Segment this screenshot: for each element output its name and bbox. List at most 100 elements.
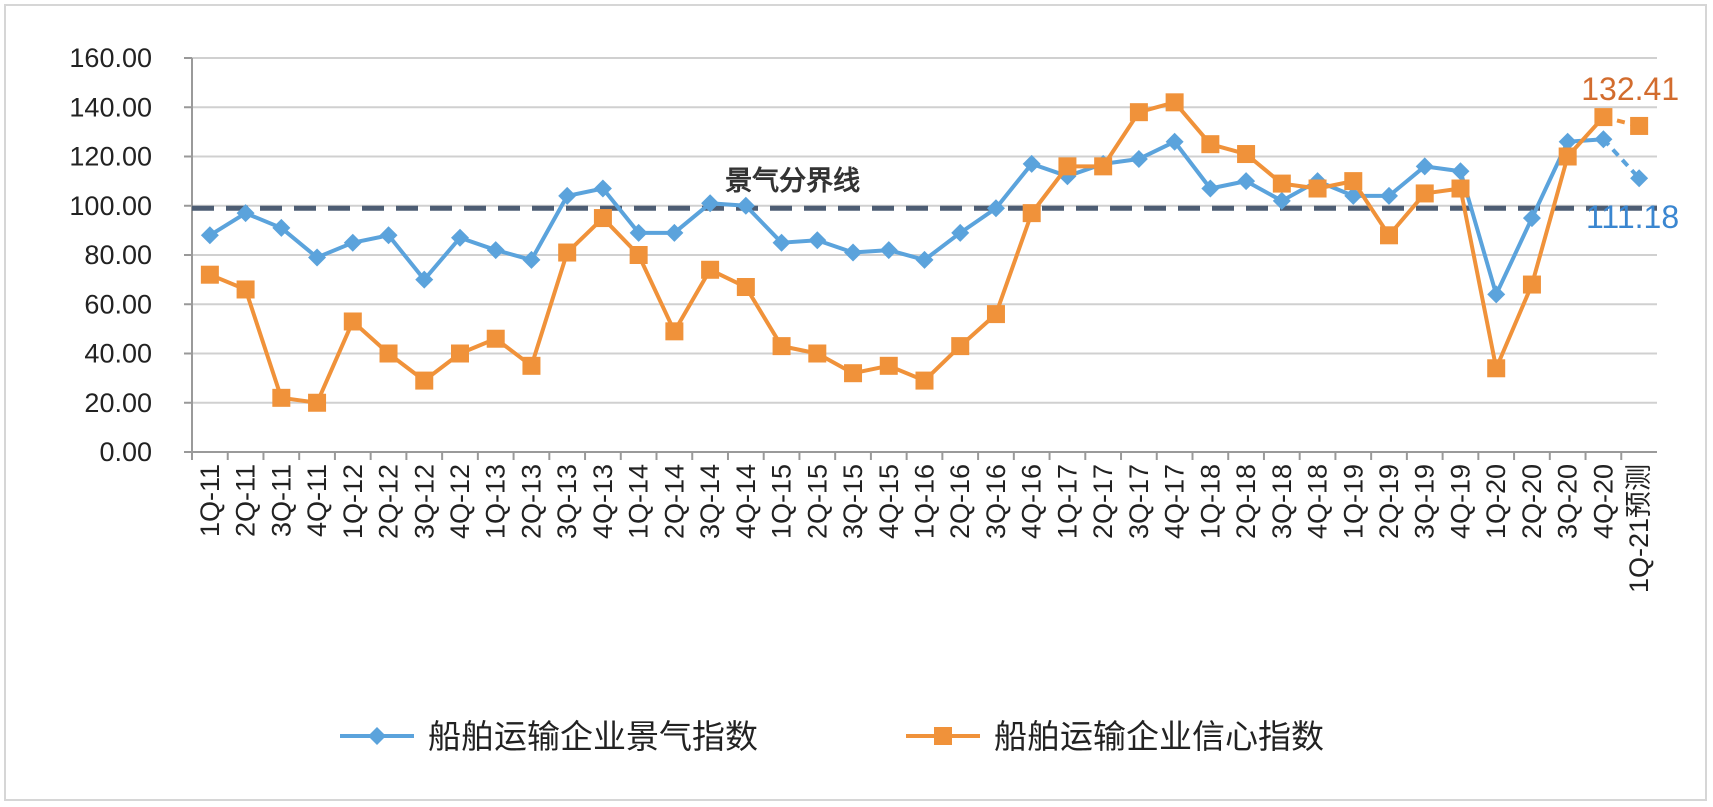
- data-point: [665, 223, 684, 242]
- data-point: [986, 199, 1005, 218]
- x-tick-label: 2Q-15: [802, 464, 832, 539]
- data-point: [236, 280, 255, 299]
- y-tick-label: 40.00: [84, 339, 152, 369]
- data-point: [879, 356, 898, 375]
- data-point: [450, 344, 469, 363]
- data-point: [1522, 209, 1541, 228]
- data-point: [1129, 149, 1148, 168]
- legend-label: 船舶运输企业景气指数: [428, 717, 758, 756]
- legend: 船舶运输企业景气指数 船舶运输企业信心指数: [340, 717, 1324, 756]
- annotations: 132.41 111.18: [1581, 71, 1679, 235]
- data-point: [1594, 108, 1613, 127]
- x-tick-label: 4Q-20: [1588, 464, 1618, 539]
- data-point: [1630, 169, 1649, 188]
- data-point: [986, 305, 1005, 324]
- x-tick-label: 1Q-20: [1481, 464, 1511, 539]
- x-tick-label: 3Q-16: [981, 464, 1011, 539]
- data-point: [1165, 132, 1184, 151]
- x-tick-label: 1Q-14: [624, 464, 654, 539]
- y-tick-label: 0.00: [99, 437, 152, 467]
- x-tick-label: 2Q-20: [1517, 464, 1547, 539]
- data-point: [736, 196, 755, 215]
- data-point: [1201, 135, 1220, 154]
- x-tick-label: 3Q-17: [1124, 464, 1154, 539]
- data-point: [844, 364, 863, 383]
- x-tick-label: 2Q-18: [1231, 464, 1261, 539]
- line-chart: 0.00 20.00 40.00 60.00 80.00 100.00 120.00 140.…: [69, 43, 1679, 756]
- legend-label: 船舶运输企业信心指数: [994, 717, 1324, 756]
- data-point: [522, 250, 541, 269]
- data-point: [379, 344, 398, 363]
- x-tick-label: 4Q-16: [1017, 464, 1047, 539]
- data-point: [808, 231, 827, 250]
- data-point: [1129, 103, 1148, 122]
- x-tick-label: 3Q-15: [838, 464, 868, 539]
- data-point: [701, 194, 720, 213]
- series-line-1: [209, 100, 1605, 405]
- data-point: [593, 209, 612, 228]
- x-tick-label: 1Q-21预测: [1624, 464, 1654, 593]
- x-tick-label: 1Q-15: [767, 464, 797, 539]
- data-point: [486, 241, 505, 260]
- x-tick-label: 2Q-11: [231, 464, 261, 537]
- x-tick-label: 1Q-17: [1052, 464, 1082, 539]
- data-point: [1522, 275, 1541, 294]
- data-point: [772, 337, 791, 356]
- value-annotation: 111.18: [1586, 199, 1679, 235]
- x-tick-label: 3Q-18: [1267, 464, 1297, 539]
- chart-frame: 0.00 20.00 40.00 60.00 80.00 100.00 120.00 140.…: [4, 4, 1707, 801]
- data-point: [808, 344, 827, 363]
- x-tick-label: 1Q-19: [1338, 464, 1368, 539]
- y-tick-label: 60.00: [84, 289, 152, 319]
- x-tick-label: 2Q-17: [1088, 464, 1118, 539]
- data-point: [629, 246, 648, 264]
- x-tick-label: 1Q-12: [338, 464, 368, 539]
- data-point: [1415, 184, 1434, 203]
- data-point: [1201, 179, 1220, 198]
- x-tick-label: 3Q-12: [409, 464, 439, 539]
- x-tick-label: 3Q-13: [552, 464, 582, 539]
- x-tick-label: 4Q-12: [445, 464, 475, 539]
- axes: [191, 58, 1657, 453]
- data-point: [951, 337, 970, 356]
- data-point: [593, 179, 612, 198]
- x-tick-label: 4Q-19: [1445, 464, 1475, 539]
- data-point: [200, 265, 219, 284]
- data-point: [1415, 157, 1434, 176]
- x-tick-label: 3Q-19: [1410, 464, 1440, 539]
- data-point: [701, 260, 720, 279]
- x-axis-ticks: 1Q-11 2Q-11 3Q-11 4Q-11 1Q-12 2Q-12 3Q-12 4Q-12…: [191, 452, 1654, 593]
- data-point: [1487, 359, 1506, 378]
- data-point: [1165, 93, 1184, 112]
- x-tick-label: 2Q-13: [516, 464, 546, 539]
- data-point: [915, 371, 934, 390]
- x-tick-label: 2Q-19: [1374, 464, 1404, 539]
- data-point: [558, 186, 577, 205]
- data-point: [308, 248, 327, 267]
- gridlines: [192, 57, 1657, 404]
- data-point: [665, 322, 684, 341]
- data-point: [1272, 191, 1291, 210]
- data-point: [772, 233, 791, 252]
- data-point: [844, 243, 863, 262]
- data-point: [558, 243, 577, 262]
- x-tick-label: 4Q-15: [874, 464, 904, 539]
- legend-marker: [934, 727, 952, 745]
- y-tick-label: 80.00: [84, 240, 152, 270]
- x-tick-label: 3Q-11: [266, 464, 296, 537]
- data-point: [272, 388, 291, 407]
- series-group: [200, 93, 1649, 412]
- y-axis-ticks: 0.00 20.00 40.00 60.00 80.00 100.00 120.00 140.…: [69, 43, 192, 467]
- data-point: [1022, 204, 1041, 223]
- legend-marker: [368, 727, 386, 745]
- x-tick-label: 1Q-13: [481, 464, 511, 539]
- x-tick-label: 1Q-16: [910, 464, 940, 539]
- y-tick-label: 140.00: [69, 92, 152, 122]
- x-tick-label: 4Q-14: [731, 464, 761, 539]
- x-tick-label: 2Q-16: [945, 464, 975, 539]
- data-point: [236, 204, 255, 223]
- data-point: [1237, 172, 1256, 191]
- x-tick-label: 2Q-12: [374, 464, 404, 539]
- data-point: [1272, 174, 1291, 193]
- data-point: [1630, 116, 1649, 135]
